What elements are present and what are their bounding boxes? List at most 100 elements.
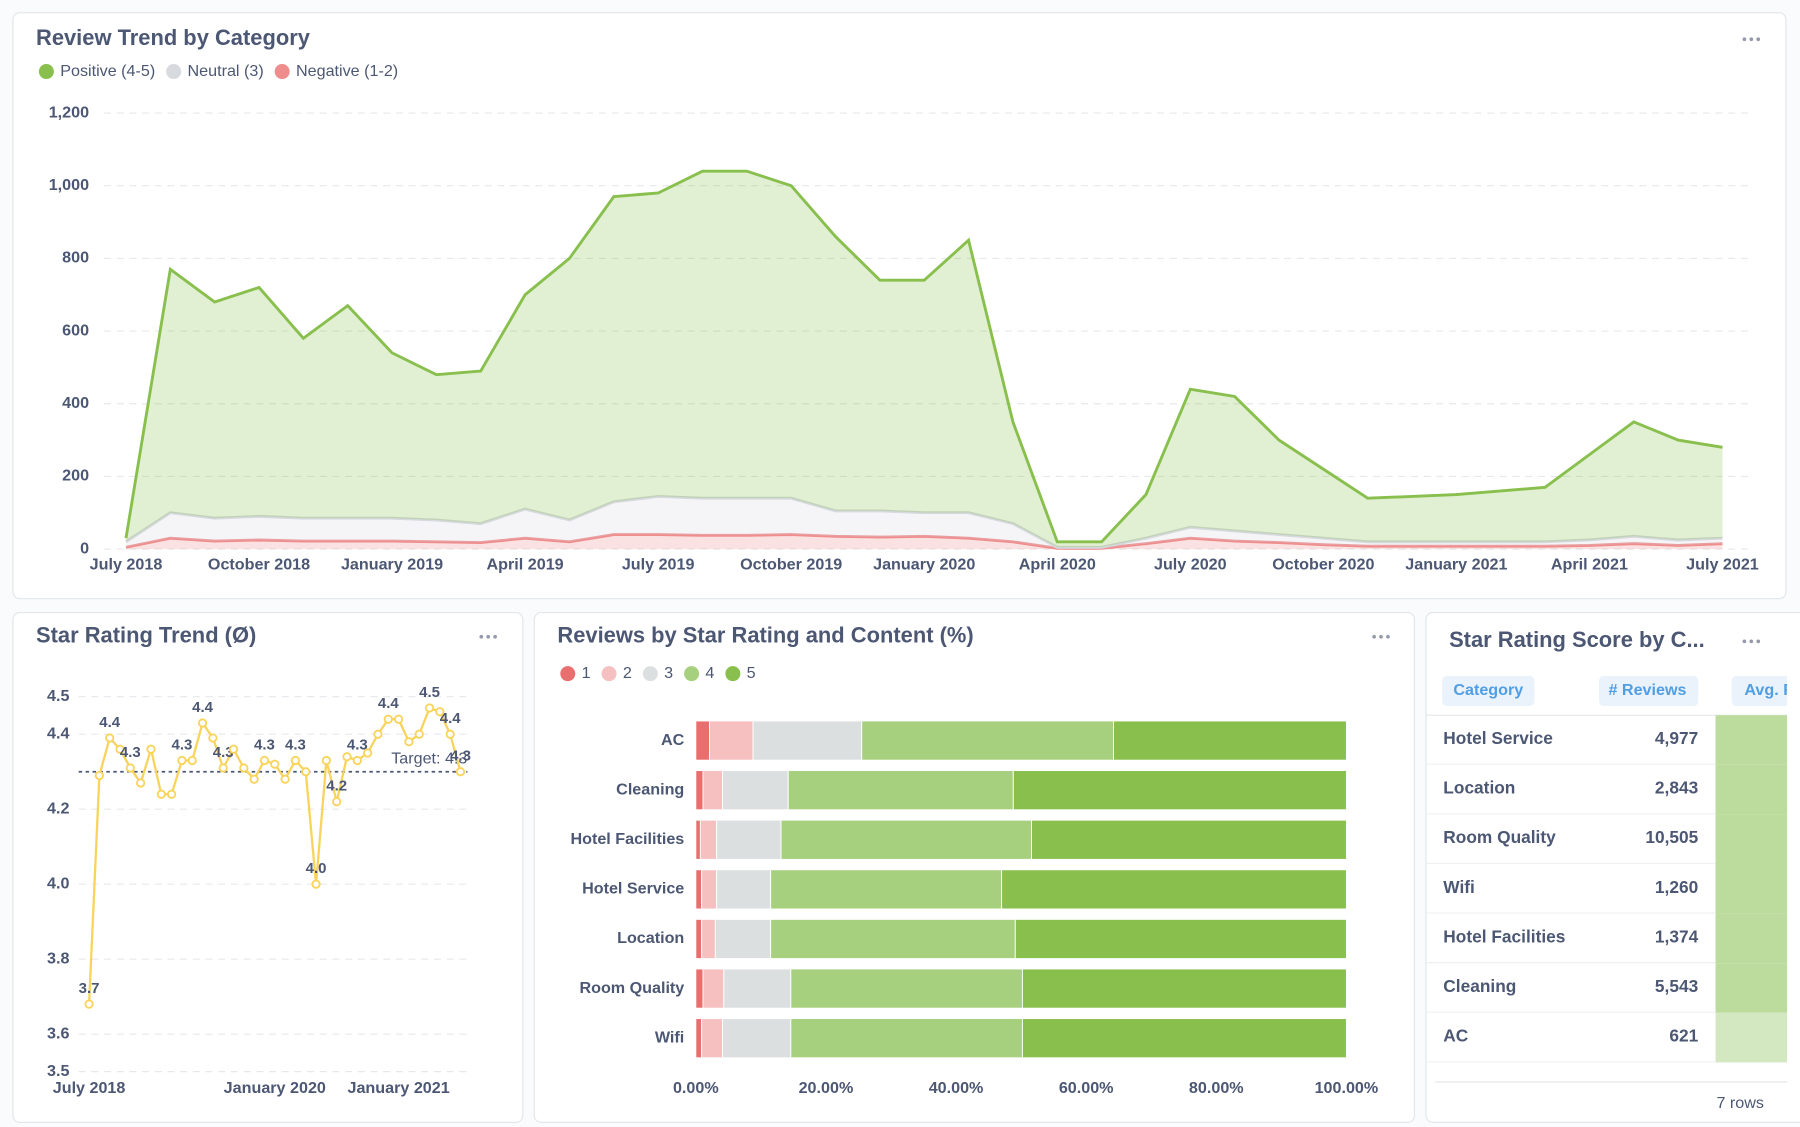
card: [1425, 611, 1800, 1123]
bar-segment: [702, 770, 723, 811]
bar-segment: [716, 819, 782, 860]
point: [136, 778, 146, 788]
point: [435, 707, 445, 717]
menu-button[interactable]: [479, 634, 497, 639]
rating-cell: [1715, 715, 1788, 765]
target-label: Target: 4.3: [391, 749, 467, 767]
column-header-pill: [1442, 675, 1535, 706]
point: [414, 729, 424, 739]
point: [228, 744, 239, 754]
legend-label: Negative (1-2): [296, 62, 398, 80]
data-label: 4.4: [99, 714, 120, 731]
bar-segment: [709, 720, 754, 761]
y-tick-label: 1,000: [49, 176, 89, 194]
x-tick-label: October 2019: [740, 555, 842, 573]
column-header: # Reviews: [1608, 681, 1686, 699]
bar-segment: [723, 968, 792, 1009]
data-label: 4.3: [213, 744, 234, 761]
point: [197, 718, 208, 728]
bar-segment: [861, 720, 1114, 761]
x-tick-label: July 2018: [53, 1079, 126, 1097]
bar-segment: [722, 1018, 792, 1059]
chart-title: Review Trend by Category: [36, 25, 311, 50]
y-tick-label: Location: [617, 929, 684, 947]
y-tick-label: 0: [80, 539, 89, 557]
point: [393, 714, 404, 724]
bar-segment: [1014, 918, 1347, 960]
bar-segment: [716, 869, 772, 910]
data-label: 4.3: [120, 744, 141, 761]
point: [321, 755, 331, 766]
menu-button[interactable]: [1742, 37, 1761, 42]
point: [404, 737, 414, 747]
legend-swatch: [38, 64, 54, 80]
x-tick-label: January 2020: [873, 555, 975, 573]
data-label: 4.2: [326, 778, 347, 795]
point: [342, 752, 352, 762]
x-tick-label: July 2019: [622, 555, 695, 573]
legend-swatch: [274, 64, 290, 80]
bar-segment: [770, 918, 1016, 960]
menu-button[interactable]: [1742, 639, 1761, 644]
bar-segment: [1021, 1018, 1347, 1059]
rating-cell: [1715, 863, 1788, 914]
cell: Location: [1443, 778, 1515, 798]
y-tick-label: 3.8: [47, 949, 69, 967]
rating-cell: [1715, 963, 1788, 1013]
cell: Hotel Facilities: [1443, 926, 1565, 946]
cell: Wifi: [1443, 877, 1475, 897]
column-header-pill: [1599, 675, 1699, 706]
menu-button[interactable]: [1372, 634, 1390, 639]
y-tick-label: 600: [62, 321, 89, 339]
x-tick-label: 0.00%: [673, 1079, 719, 1097]
legend-swatch: [601, 666, 617, 682]
legend-label: 1: [582, 664, 591, 682]
point: [166, 789, 177, 799]
data-label: 4.3: [285, 736, 306, 753]
x-tick-label: October 2018: [208, 555, 310, 573]
data-label: 4.3: [254, 736, 275, 753]
legend-label: 4: [705, 664, 714, 682]
x-tick-label: April 2020: [1019, 555, 1096, 573]
data-label: 4.0: [306, 860, 327, 877]
y-tick-label: 400: [62, 394, 89, 412]
y-tick-label: 4.4: [47, 724, 69, 742]
rating-cell: [1715, 814, 1788, 864]
bar-segment: [695, 869, 703, 910]
x-tick-label: January 2019: [341, 555, 443, 573]
point: [239, 763, 249, 773]
x-tick-label: 80.00%: [1189, 1079, 1244, 1097]
bar-segment: [752, 720, 863, 761]
cell: Room Quality: [1443, 827, 1556, 847]
y-tick-label: Hotel Service: [582, 880, 684, 898]
data-label: 4.4: [192, 699, 213, 716]
card: [12, 611, 524, 1123]
table-footer: 7 rows: [1716, 1094, 1764, 1112]
point: [187, 755, 197, 766]
bar-segment: [701, 918, 716, 960]
y-tick-label: 4.0: [47, 874, 69, 892]
x-tick-label: July 2018: [90, 555, 163, 573]
x-tick-label: April 2021: [1551, 555, 1628, 573]
bar-segment: [702, 968, 725, 1009]
y-tick-label: Room Quality: [579, 979, 684, 997]
bar-segment: [701, 1018, 723, 1059]
cell: Cleaning: [1443, 976, 1516, 996]
point: [125, 763, 135, 773]
bar-segment: [695, 770, 704, 811]
data-label: 4.4: [440, 710, 461, 727]
data-label: 4.4: [378, 695, 399, 712]
cell: 4,977: [1655, 728, 1698, 748]
legend-swatch: [166, 64, 182, 80]
cell: 1,374: [1655, 926, 1699, 946]
x-tick-label: January 2021: [1405, 555, 1507, 573]
point: [363, 748, 373, 758]
bar-segment: [714, 918, 772, 960]
y-tick-label: AC: [661, 731, 685, 749]
point: [373, 729, 383, 739]
x-tick-label: April 2019: [487, 555, 564, 573]
column-header: Avg. F: [1744, 681, 1793, 699]
bar-segment: [695, 720, 710, 761]
card: [12, 12, 1787, 600]
y-tick-label: 1,200: [49, 103, 89, 121]
